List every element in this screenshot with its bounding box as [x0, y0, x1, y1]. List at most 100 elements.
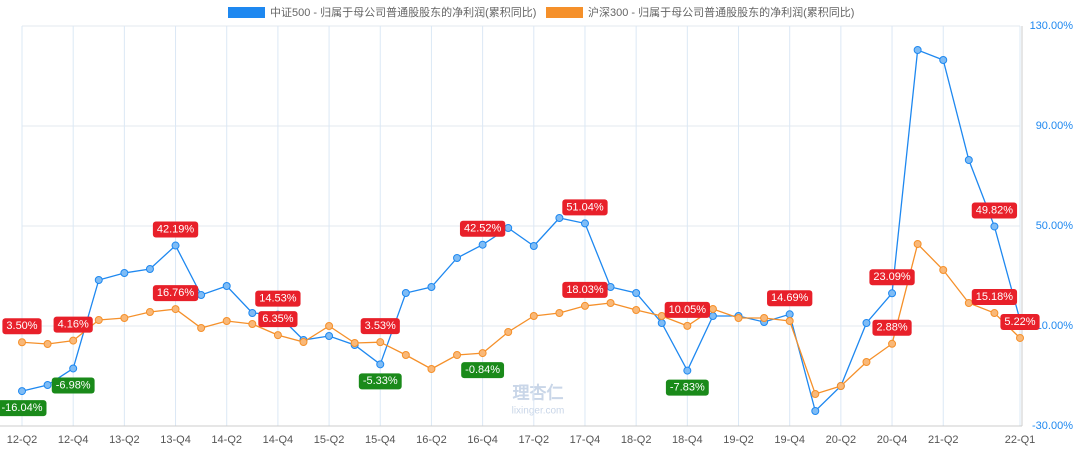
- data-point: [964, 299, 973, 307]
- x-tick-label: 13-Q4: [160, 434, 191, 446]
- data-point: [401, 351, 410, 359]
- data-point: [888, 289, 897, 298]
- data-point: [171, 241, 180, 250]
- data-point: [197, 324, 206, 332]
- value-label: -0.84%: [461, 362, 505, 379]
- x-tick-label: 16-Q2: [416, 434, 447, 446]
- data-point: [145, 308, 154, 316]
- data-point: [248, 309, 257, 317]
- value-label-text: -7.83%: [670, 381, 705, 393]
- value-label: 14.53%: [255, 290, 301, 307]
- value-label: 15.18%: [971, 289, 1018, 306]
- data-point: [990, 222, 999, 231]
- data-point: [504, 224, 513, 232]
- value-label-box: [869, 269, 915, 286]
- x-tick-label: 13-Q2: [109, 434, 140, 446]
- value-label: 14.69%: [767, 290, 813, 307]
- value-label: 23.09%: [869, 269, 915, 286]
- y-tick-label: -30.00%: [1032, 420, 1073, 432]
- value-label-box: [2, 318, 42, 335]
- value-label-text: 42.19%: [157, 223, 195, 235]
- value-label-box: [1000, 313, 1040, 330]
- data-point: [248, 320, 257, 328]
- x-tick-label: 22-Q1: [1005, 434, 1036, 446]
- data-point: [273, 331, 282, 340]
- value-label: 6.35%: [258, 311, 298, 328]
- x-tick-label: 16-Q4: [467, 434, 498, 446]
- legend-label: 中证500 - 归属于母公司普通股股东的净利润(累积同比): [270, 5, 536, 19]
- legend-swatch: [546, 7, 583, 18]
- data-point: [529, 242, 538, 250]
- data-point: [427, 365, 436, 373]
- value-label-box: [360, 318, 400, 335]
- value-label-text: 6.35%: [262, 313, 293, 325]
- value-label-text: 10.05%: [669, 304, 707, 316]
- value-label-text: 2.88%: [876, 322, 907, 334]
- x-tick-label: 14-Q2: [211, 434, 242, 446]
- value-label: 2.88%: [872, 319, 912, 336]
- value-label-box: [562, 281, 608, 298]
- value-label: 4.16%: [53, 316, 93, 333]
- x-tick-label: 20-Q2: [826, 434, 857, 446]
- x-tick-label: 21-Q2: [928, 434, 959, 446]
- value-label-text: -5.33%: [363, 375, 398, 387]
- value-label-box: [971, 202, 1018, 219]
- value-label-text: 3.53%: [365, 320, 396, 332]
- value-label: 5.22%: [1000, 313, 1040, 330]
- y-tick-label: 50.00%: [1036, 220, 1074, 232]
- x-tick-label: 18-Q2: [621, 434, 652, 446]
- watermark: 理杏仁: [513, 382, 564, 402]
- data-point: [478, 349, 487, 358]
- data-point: [939, 266, 948, 274]
- value-label-box: [0, 400, 47, 417]
- value-label: 51.04%: [562, 199, 608, 216]
- value-label: 3.53%: [360, 318, 400, 335]
- data-point: [222, 317, 231, 325]
- x-tick-label: 18-Q4: [672, 434, 703, 446]
- value-label-box: [971, 289, 1018, 306]
- value-label: -7.83%: [665, 379, 709, 396]
- value-label-text: 18.03%: [566, 284, 604, 296]
- legend-swatch: [228, 7, 265, 18]
- data-point: [94, 276, 103, 284]
- data-point: [913, 240, 922, 248]
- data-point: [94, 316, 103, 324]
- value-label-box: [51, 377, 95, 394]
- value-label-box: [358, 373, 402, 390]
- value-label-box: [258, 311, 298, 328]
- value-label: 18.03%: [562, 281, 608, 298]
- data-point: [478, 240, 487, 249]
- data-point: [325, 322, 334, 330]
- value-label-box: [665, 379, 709, 396]
- value-label: 3.50%: [2, 318, 42, 335]
- value-label-text: 3.50%: [6, 320, 37, 332]
- watermark: lixinger.com: [512, 406, 565, 417]
- series-line: [21, 242, 1021, 395]
- value-label-text: 14.69%: [771, 292, 809, 304]
- value-label-text: 23.09%: [873, 271, 911, 283]
- data-point: [325, 332, 334, 340]
- data-point: [18, 387, 26, 396]
- data-point: [632, 306, 641, 314]
- x-tick-label: 19-Q2: [723, 434, 754, 446]
- value-label-text: 14.53%: [259, 293, 297, 305]
- value-label-text: 49.82%: [976, 204, 1014, 216]
- value-label-text: 5.22%: [1004, 316, 1035, 328]
- data-point: [350, 339, 359, 347]
- value-label-box: [255, 290, 301, 307]
- data-point: [939, 56, 948, 64]
- value-label-box: [461, 362, 505, 379]
- data-point: [913, 46, 922, 54]
- x-tick-label: 19-Q4: [774, 434, 805, 446]
- data-point: [453, 351, 462, 359]
- data-point: [708, 305, 717, 313]
- x-tick-label: 14-Q4: [263, 434, 294, 446]
- data-point: [69, 336, 78, 345]
- value-label-text: 51.04%: [566, 201, 604, 213]
- value-label-text: 16.76%: [157, 287, 195, 299]
- value-label-box: [664, 301, 710, 318]
- value-label-text: 4.16%: [58, 319, 89, 331]
- data-point: [120, 269, 129, 277]
- legend-label: 沪深300 - 归属于母公司普通股股东的净利润(累积同比): [588, 5, 854, 19]
